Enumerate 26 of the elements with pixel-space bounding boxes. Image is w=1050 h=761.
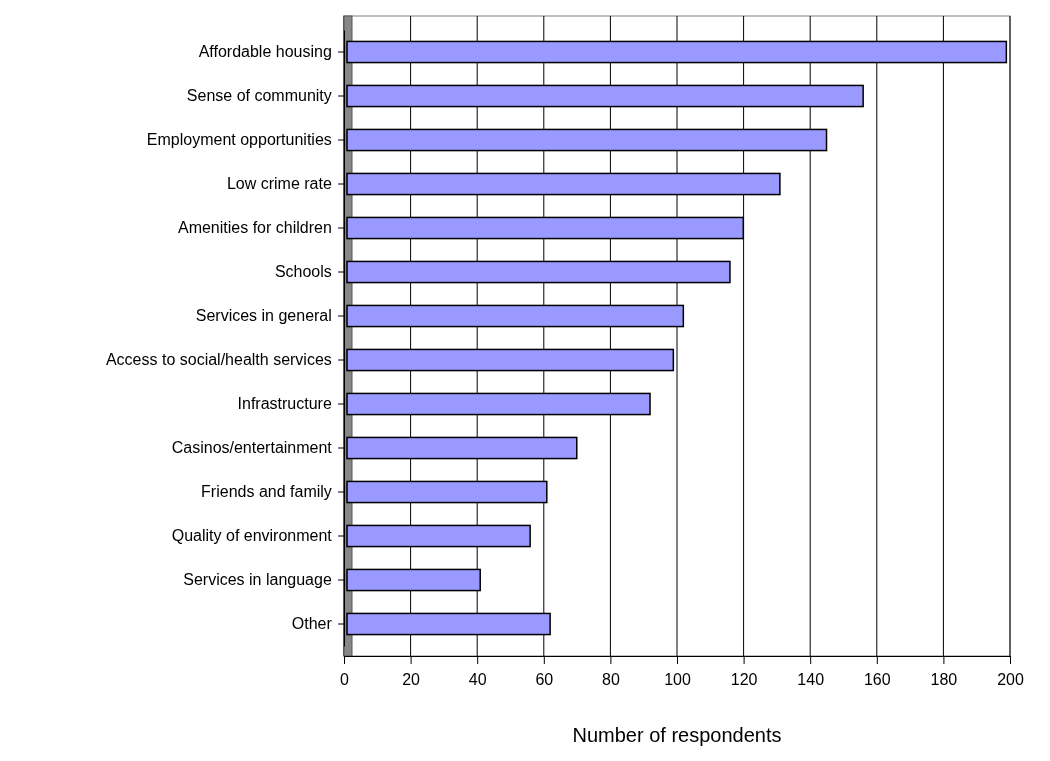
y-tick-label: Friends and family	[201, 483, 332, 501]
x-tick-label: 180	[930, 670, 958, 688]
y-tick-label: Amenities for children	[177, 219, 332, 237]
x-tick-label: 160	[863, 670, 891, 688]
x-axis-title: Number of respondents	[572, 724, 782, 746]
y-tick-label: Schools	[274, 263, 332, 281]
x-tick-label: 0	[340, 670, 350, 688]
y-tick-label: Casinos/entertainment	[171, 439, 333, 457]
y-tick-label: Services in general	[195, 307, 332, 325]
y-tick-label: Low crime rate	[226, 175, 332, 193]
x-tick-label: 140	[797, 670, 825, 688]
y-tick-label: Services in language	[183, 571, 332, 589]
y-tick-label: Sense of community	[186, 87, 332, 105]
y-tick-label: Employment opportunities	[146, 131, 332, 149]
y-tick-label: Access to social/health services	[105, 351, 332, 369]
x-tick-label: 100	[664, 670, 691, 688]
x-tick-label: 80	[602, 670, 620, 688]
y-tick-label: Infrastructure	[237, 395, 332, 413]
x-tick-label: 60	[535, 670, 554, 688]
y-tick-label: Quality of environment	[171, 527, 333, 545]
x-tick-label: 40	[468, 670, 487, 688]
y-tick-label: Other	[291, 615, 333, 633]
x-tick-label: 200	[997, 670, 1024, 688]
y-tick-label: Affordable housing	[198, 43, 332, 61]
x-tick-label: 20	[402, 670, 421, 688]
x-tick-label: 120	[730, 670, 758, 688]
